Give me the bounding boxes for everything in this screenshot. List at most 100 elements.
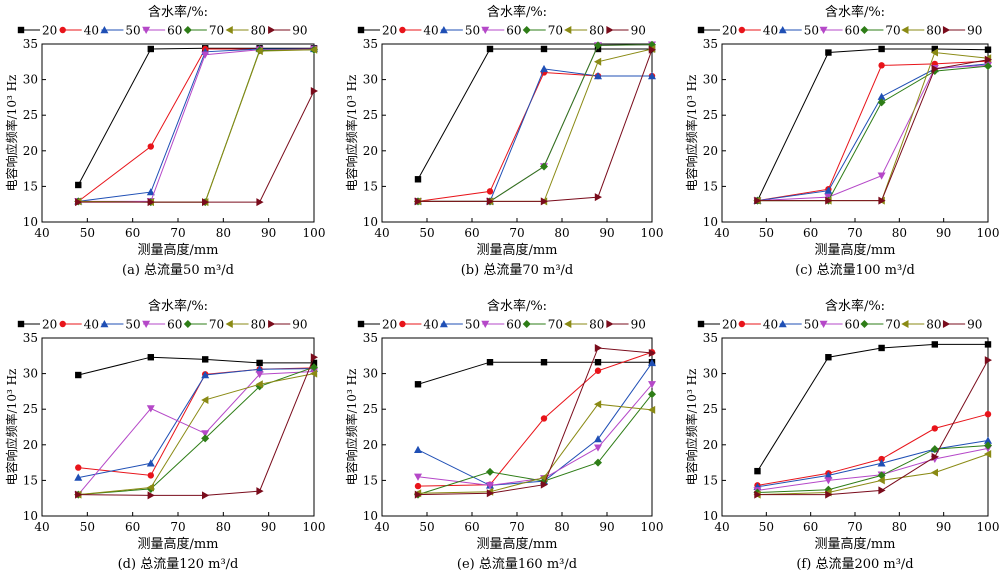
series-20: [414, 45, 656, 183]
data-point: [930, 445, 939, 454]
legend-marker: [860, 26, 869, 34]
data-point: [255, 380, 263, 389]
x-tick-label: 40: [714, 520, 729, 534]
series-line: [77, 47, 314, 186]
chart-panel: 含水率/%: 20 40 50 60 70 80 90 40 50 60 70 80 90 100 10 15 2…: [684, 298, 999, 572]
x-axis-label: 测量高度/mm: [137, 536, 218, 552]
legend-label: 70: [885, 24, 900, 38]
data-point: [594, 343, 602, 352]
series-line: [417, 48, 652, 180]
series-20: [754, 341, 992, 475]
legend-label: 80: [926, 318, 941, 332]
y-axis-label: 电容响应频率/10³ Hz: [4, 369, 19, 486]
data-point: [648, 72, 656, 80]
legend-label: 50: [804, 24, 819, 38]
legend-label: 70: [209, 318, 224, 332]
series-80: [414, 44, 656, 206]
data-point: [414, 197, 422, 206]
panel-caption: (d) 总流量120 m³/d: [118, 557, 239, 572]
panel-caption: (c) 总流量100 m³/d: [795, 263, 915, 278]
series-line: [417, 383, 653, 486]
x-tick-label: 70: [170, 226, 185, 240]
y-tick-label: 25: [363, 402, 378, 416]
x-tick-label: 60: [803, 226, 818, 240]
x-tick-label: 80: [892, 520, 907, 534]
legend-marker: [942, 26, 951, 34]
legend-label: 60: [167, 24, 182, 38]
series-line: [78, 356, 314, 376]
legend-label: 70: [209, 24, 224, 38]
data-point: [75, 490, 83, 499]
legend-label: 60: [167, 318, 182, 332]
panel-caption: (b) 总流量70 m³/d: [461, 263, 574, 278]
data-point: [648, 45, 656, 54]
series-line: [418, 68, 652, 202]
data-point: [202, 491, 210, 500]
data-point: [201, 430, 210, 438]
legend-label: 40: [763, 24, 778, 38]
x-tick-label: 40: [714, 226, 729, 240]
data-point: [486, 197, 494, 206]
legend-marker: [225, 26, 233, 34]
legend: 含水率/%: 20 40 50 60 70 80 90: [357, 298, 646, 332]
data-point: [594, 359, 602, 366]
series-40: [75, 364, 318, 479]
x-tick-label: 90: [599, 226, 614, 240]
data-point: [201, 434, 210, 443]
chart-panel: 含水率/%: 20 40 50 60 70 80 90 40 50 60 70 80 90 100 10 15 2…: [684, 4, 999, 278]
y-tick-label: 10: [363, 509, 378, 523]
panel-caption: (a) 总流量50 m³/d: [122, 263, 234, 278]
series-line: [757, 447, 989, 491]
data-point: [146, 405, 155, 413]
x-tick-label: 60: [125, 520, 140, 534]
legend-label: 80: [589, 24, 604, 38]
series-20: [75, 45, 318, 189]
legend-label: 60: [506, 24, 521, 38]
legend: 含水率/%: 20 40 50 60 70 80 90: [697, 298, 982, 332]
y-tick-label: 35: [703, 331, 718, 345]
chart-panel: 含水率/%: 20 40 50 60 70 80 90 40 50 60 70 80 90 100 10 15 2…: [4, 298, 325, 572]
y-tick-label: 30: [23, 73, 38, 87]
data-point: [648, 358, 656, 367]
legend-label: 90: [631, 24, 646, 38]
data-point: [310, 45, 318, 54]
data-point: [594, 400, 602, 409]
legend-marker: [357, 26, 365, 34]
x-tick-label: 100: [303, 226, 326, 240]
legend-marker: [860, 320, 869, 328]
data-point: [878, 486, 886, 495]
data-point: [878, 455, 885, 463]
x-tick-label: 90: [261, 520, 276, 534]
x-tick-label: 40: [34, 520, 49, 534]
y-axis-label: 电容响应频率/10³ Hz: [4, 75, 19, 192]
legend-marker: [183, 320, 192, 328]
chart-panel: 含水率/%: 20 40 50 60 70 80 90 40 50 60 70 80 90 100 10 15 2…: [4, 4, 325, 278]
x-tick-label: 70: [170, 520, 185, 534]
y-axis-label: 电容响应频率/10³ Hz: [344, 75, 359, 192]
legend-marker: [183, 26, 192, 34]
x-tick-label: 70: [847, 226, 862, 240]
data-point: [414, 473, 422, 481]
plot-frame: [721, 43, 989, 223]
y-tick-label: 35: [363, 37, 378, 51]
y-axis-label: 电容响应频率/10³ Hz: [684, 75, 699, 192]
data-point: [984, 450, 992, 459]
y-tick-label: 15: [23, 473, 38, 487]
series-line: [417, 347, 653, 496]
data-point: [310, 369, 318, 378]
data-point: [540, 480, 548, 489]
data-point: [75, 198, 83, 207]
series-line: [757, 51, 989, 202]
y-tick-label: 20: [703, 144, 718, 158]
x-tick-label: 50: [759, 520, 774, 534]
x-tick-label: 40: [34, 226, 49, 240]
series-line: [757, 413, 989, 486]
series-line: [78, 357, 315, 496]
y-tick-label: 10: [703, 215, 718, 229]
data-point: [310, 353, 318, 362]
data-point: [486, 45, 494, 53]
legend-marker: [738, 320, 746, 328]
series-80: [74, 369, 318, 499]
x-tick-label: 40: [374, 520, 389, 534]
